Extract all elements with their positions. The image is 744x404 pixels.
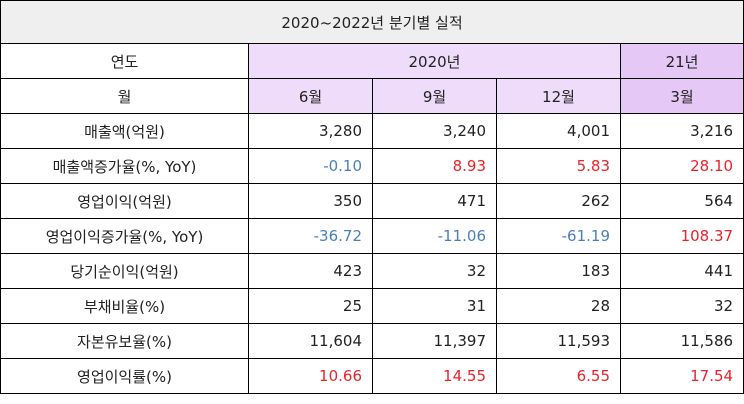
table-row: 영업이익(억원) 350 471 262 564 — [0, 183, 744, 219]
month-header-6: 6월 — [248, 78, 373, 114]
title-row: 2020~2022년 분기별 실적 — [0, 0, 744, 44]
row-value: 28.10 — [619, 148, 744, 184]
row-label: 매출액(억원) — [0, 113, 249, 149]
row-value: 6.55 — [496, 358, 621, 394]
year-2020-header: 2020년 — [248, 43, 621, 79]
table-title: 2020~2022년 분기별 실적 — [0, 0, 744, 44]
table-row: 매출액증가율(%, YoY) -0.10 8.93 5.83 28.10 — [0, 148, 744, 184]
row-label: 영업이익률(%) — [0, 358, 249, 394]
row-label: 부채비율(%) — [0, 288, 249, 324]
row-value: 31 — [372, 288, 497, 324]
table-row: 당기순이익(억원) 423 32 183 441 — [0, 253, 744, 289]
row-value: -36.72 — [248, 218, 373, 254]
row-value: 32 — [619, 288, 744, 324]
row-value: 471 — [372, 183, 497, 219]
row-value: 11,397 — [372, 323, 497, 359]
row-value: -61.19 — [496, 218, 621, 254]
data-rows: 매출액(억원) 3,280 3,240 4,001 3,216 매출액증가율(%, YoY… — [0, 113, 744, 394]
row-value: -0.10 — [248, 148, 373, 184]
row-value: 4,001 — [496, 113, 621, 149]
row-label: 자본유보율(%) — [0, 323, 249, 359]
row-value: 3,216 — [619, 113, 744, 149]
month-header-3: 3월 — [619, 78, 744, 114]
table-row: 영업이익증가율(%, YoY) -36.72 -11.06 -61.19 108.37 — [0, 218, 744, 254]
row-value: 3,240 — [372, 113, 497, 149]
row-value: 3,280 — [248, 113, 373, 149]
row-label: 매출액증가율(%, YoY) — [0, 148, 249, 184]
table-row: 자본유보율(%) 11,604 11,397 11,593 11,586 — [0, 323, 744, 359]
quarterly-results-table: 2020~2022년 분기별 실적 연도 2020년 21년 월 6월 9월 1… — [0, 0, 744, 394]
row-value: 10.66 — [248, 358, 373, 394]
row-value: 25 — [248, 288, 373, 324]
row-value: 28 — [496, 288, 621, 324]
year-21-header: 21년 — [619, 43, 744, 79]
row-value: -11.06 — [372, 218, 497, 254]
row-value: 564 — [619, 183, 744, 219]
table-row: 부채비율(%) 25 31 28 32 — [0, 288, 744, 324]
row-value: 11,586 — [619, 323, 744, 359]
row-value: 262 — [496, 183, 621, 219]
row-label: 당기순이익(억원) — [0, 253, 249, 289]
row-value: 17.54 — [619, 358, 744, 394]
row-label: 영업이익증가율(%, YoY) — [0, 218, 249, 254]
row-value: 11,593 — [496, 323, 621, 359]
table-row: 영업이익률(%) 10.66 14.55 6.55 17.54 — [0, 358, 744, 394]
month-header-12: 12월 — [496, 78, 621, 114]
year-header-label: 연도 — [0, 43, 249, 79]
row-value: 441 — [619, 253, 744, 289]
row-value: 350 — [248, 183, 373, 219]
row-value: 423 — [248, 253, 373, 289]
row-value: 11,604 — [248, 323, 373, 359]
month-header-row: 월 6월 9월 12월 3월 — [0, 78, 744, 114]
row-label: 영업이익(억원) — [0, 183, 249, 219]
month-header-label: 월 — [0, 78, 249, 114]
table-row: 매출액(억원) 3,280 3,240 4,001 3,216 — [0, 113, 744, 149]
month-header-9: 9월 — [372, 78, 497, 114]
year-header-row: 연도 2020년 21년 — [0, 43, 744, 79]
row-value: 14.55 — [372, 358, 497, 394]
row-value: 8.93 — [372, 148, 497, 184]
row-value: 183 — [496, 253, 621, 289]
row-value: 5.83 — [496, 148, 621, 184]
row-value: 32 — [372, 253, 497, 289]
row-value: 108.37 — [619, 218, 744, 254]
